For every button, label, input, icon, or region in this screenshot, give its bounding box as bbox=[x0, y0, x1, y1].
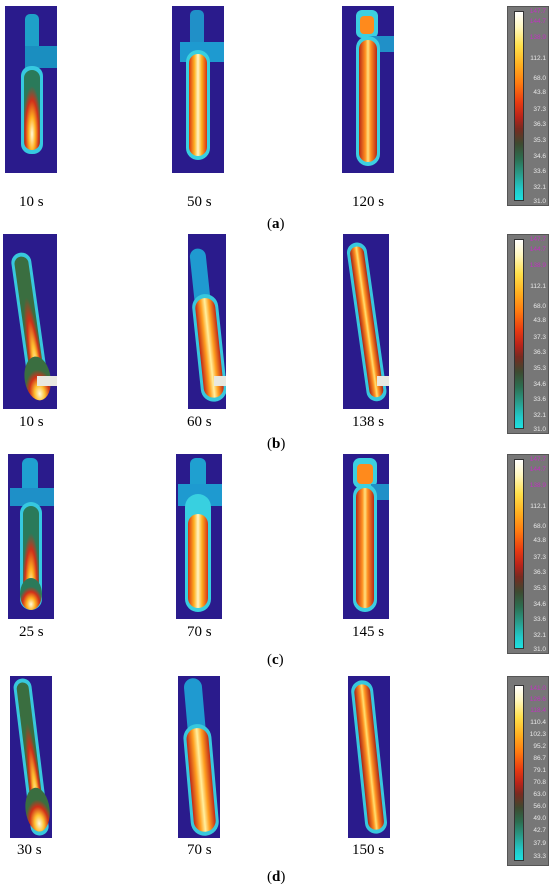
scale-tick: 43.8 bbox=[533, 317, 546, 324]
scale-tick: 37.3 bbox=[533, 334, 546, 341]
scale-tick: 32.1 bbox=[533, 632, 546, 639]
scale-tick: 32.1 bbox=[533, 184, 546, 191]
scale-tick: 138.9 bbox=[529, 482, 546, 489]
scale-tick: 147.7 bbox=[529, 8, 546, 15]
scale-tick: 33.6 bbox=[533, 616, 546, 623]
timestamp-b-3: 138 s bbox=[352, 414, 385, 430]
scale-tick: 112.1 bbox=[530, 503, 546, 510]
scale-tick: 141.0 bbox=[529, 685, 546, 692]
scale-tick: 32.1 bbox=[533, 412, 546, 419]
panel-label-c: (c) bbox=[267, 652, 284, 668]
scale-tick: 35.3 bbox=[533, 365, 546, 372]
scale-tick: 37.3 bbox=[533, 554, 546, 561]
scale-tick: 147.7 bbox=[529, 236, 546, 243]
scale-tick: 34.6 bbox=[533, 601, 546, 608]
scale-tick: 68.0 bbox=[533, 303, 546, 310]
scale-tick: 79.1 bbox=[533, 767, 546, 774]
timestamp-d-2: 70 s bbox=[187, 842, 212, 858]
thermal-image-a-1 bbox=[5, 6, 57, 173]
panel-label-b: (b) bbox=[267, 436, 286, 452]
thermal-image-d-1 bbox=[10, 676, 52, 838]
scale-tick: 102.3 bbox=[529, 731, 546, 738]
scale-tick: 126.6 bbox=[529, 696, 546, 703]
scale-tick: 68.0 bbox=[533, 75, 546, 82]
timestamp-c-2: 70 s bbox=[187, 624, 212, 640]
scale-tick: 70.8 bbox=[533, 779, 546, 786]
color-scale-a: 147.7 144.7 138.9 112.1 68.0 43.8 37.3 3… bbox=[507, 6, 549, 206]
scale-tick: 110.4 bbox=[530, 719, 546, 726]
scale-tick: 42.7 bbox=[533, 827, 546, 834]
scale-tick: 56.0 bbox=[533, 803, 546, 810]
scale-tick: 33.6 bbox=[533, 168, 546, 175]
scale-tick: 86.7 bbox=[533, 755, 546, 762]
timestamp-c-3: 145 s bbox=[352, 624, 385, 640]
scale-tick: 147.7 bbox=[529, 456, 546, 463]
scale-tick: 35.3 bbox=[533, 585, 546, 592]
scale-tick: 36.3 bbox=[533, 121, 546, 128]
color-scale-c: 147.7 144.7 138.9 112.1 68.0 43.8 37.3 3… bbox=[507, 454, 549, 654]
scale-tick: 37.3 bbox=[533, 106, 546, 113]
scale-tick: 95.2 bbox=[533, 743, 546, 750]
timestamp-a-1: 10 s bbox=[19, 194, 44, 210]
color-scale-b: 147.7 144.7 138.9 112.1 68.0 43.8 37.3 3… bbox=[507, 234, 549, 434]
timestamp-b-2: 60 s bbox=[187, 414, 212, 430]
scale-tick: 34.6 bbox=[533, 381, 546, 388]
scale-tick: 34.6 bbox=[533, 153, 546, 160]
panel-label-d: (d) bbox=[267, 869, 286, 885]
timestamp-c-1: 25 s bbox=[19, 624, 44, 640]
thermal-image-c-3 bbox=[343, 454, 389, 619]
thermal-image-d-3 bbox=[348, 676, 390, 838]
scale-tick: 36.3 bbox=[533, 569, 546, 576]
scale-tick: 68.0 bbox=[533, 523, 546, 530]
scale-tick: 33.3 bbox=[533, 853, 546, 860]
scale-tick: 35.3 bbox=[533, 137, 546, 144]
scale-tick: 63.0 bbox=[533, 791, 546, 798]
thermal-image-b-1 bbox=[3, 234, 57, 409]
scale-tick: 144.7 bbox=[529, 246, 546, 253]
scale-tick: 144.7 bbox=[529, 18, 546, 25]
scale-tick: 43.8 bbox=[533, 89, 546, 96]
thermal-image-c-2 bbox=[176, 454, 222, 619]
scale-tick: 112.1 bbox=[530, 55, 546, 62]
scale-tick: 112.1 bbox=[530, 283, 546, 290]
thermal-image-a-2 bbox=[172, 6, 224, 173]
thermal-image-a-3 bbox=[342, 6, 394, 173]
scale-tick: 49.0 bbox=[533, 815, 546, 822]
scale-tick: 31.0 bbox=[533, 198, 546, 205]
scale-tick: 144.7 bbox=[529, 466, 546, 473]
scale-tick: 138.9 bbox=[529, 34, 546, 41]
scale-tick: 33.6 bbox=[533, 396, 546, 403]
scale-tick: 37.9 bbox=[533, 840, 546, 847]
timestamp-b-1: 10 s bbox=[19, 414, 44, 430]
timestamp-d-1: 30 s bbox=[17, 842, 42, 858]
timestamp-a-2: 50 s bbox=[187, 194, 212, 210]
scale-tick: 138.9 bbox=[529, 262, 546, 269]
thermal-image-b-3 bbox=[343, 234, 389, 409]
timestamp-a-3: 120 s bbox=[352, 194, 385, 210]
timestamp-d-3: 150 s bbox=[352, 842, 385, 858]
scale-tick: 118.4 bbox=[530, 707, 546, 714]
thermal-image-b-2 bbox=[188, 234, 226, 409]
scale-tick: 31.0 bbox=[533, 646, 546, 653]
thermal-image-d-2 bbox=[178, 676, 220, 838]
scale-tick: 36.3 bbox=[533, 349, 546, 356]
color-scale-d: 141.0 126.6 118.4 110.4 102.3 95.2 86.7 … bbox=[507, 676, 549, 866]
panel-label-a: (a) bbox=[267, 216, 285, 232]
thermal-image-c-1 bbox=[8, 454, 54, 619]
scale-tick: 31.0 bbox=[533, 426, 546, 433]
scale-tick: 43.8 bbox=[533, 537, 546, 544]
